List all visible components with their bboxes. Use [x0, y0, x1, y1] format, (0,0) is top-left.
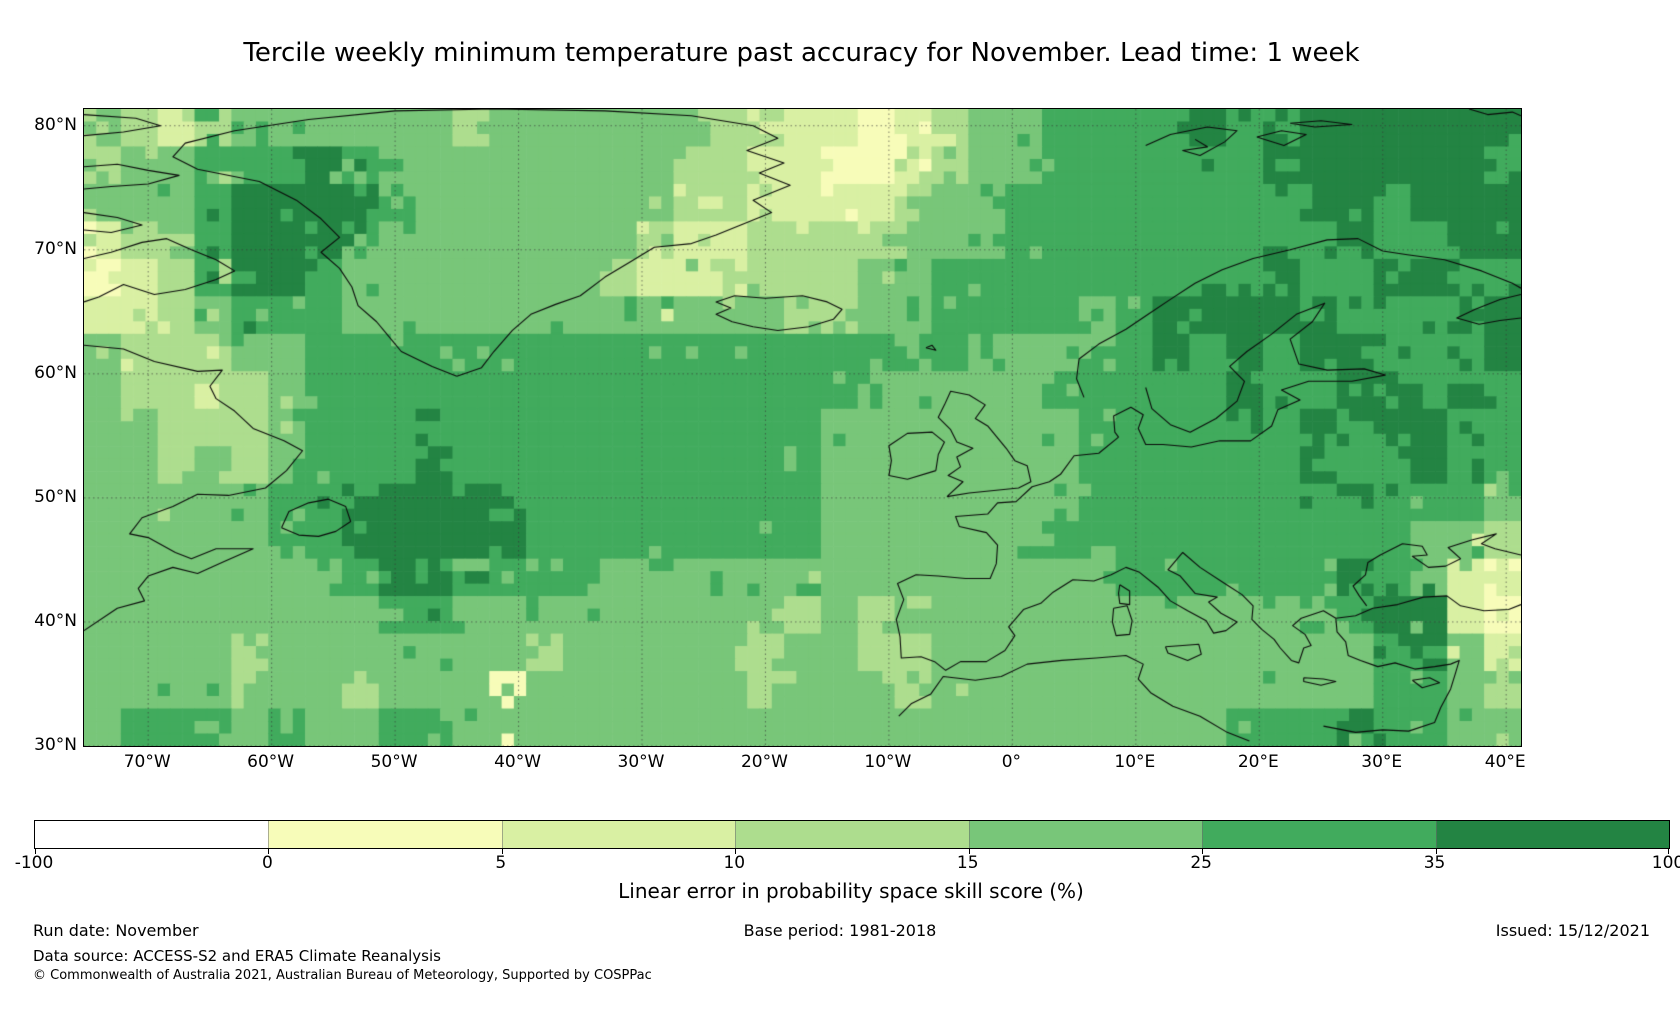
- colorbar-segment: [1435, 821, 1669, 848]
- lat-tick-label: 50°N: [34, 486, 77, 507]
- issued-text: Issued: 15/12/2021: [1495, 921, 1650, 940]
- colorbar-segment-divider: [268, 821, 270, 848]
- map-canvas: [84, 109, 1521, 746]
- colorbar-tick-mark: [35, 849, 36, 854]
- copyright-text: © Commonwealth of Australia 2021, Austra…: [33, 968, 652, 983]
- colorbar-segment: [1202, 821, 1436, 848]
- lon-tick-label: 30°W: [617, 752, 665, 772]
- colorbar-tick-label: 0: [262, 853, 273, 873]
- lon-tick-label: 50°W: [370, 752, 418, 772]
- colorbar-tick-mark: [1668, 849, 1669, 854]
- colorbar-tick-label: 5: [495, 853, 507, 873]
- colorbar-label: Linear error in probability space skill …: [618, 879, 1084, 903]
- page-title: Tercile weekly minimum temperature past …: [243, 38, 1360, 68]
- lon-tick-label: 60°W: [247, 752, 295, 772]
- lat-tick-label: 30°N: [34, 735, 77, 755]
- colorbar-tick-mark: [1202, 849, 1204, 854]
- lon-tick-label: 40°W: [494, 752, 542, 772]
- colorbar-segment-divider: [1435, 821, 1437, 848]
- lat-tick-label: 80°N: [34, 114, 77, 135]
- colorbar-segment-divider: [1202, 821, 1204, 848]
- colorbar-segment: [735, 821, 969, 848]
- colorbar-tick-mark: [268, 849, 270, 854]
- data-source-text: Data source: ACCESS-S2 and ERA5 Climate …: [33, 947, 441, 965]
- colorbar: [34, 820, 1670, 854]
- lat-tick-label: 60°N: [34, 362, 77, 383]
- lat-tick-label: 40°N: [34, 610, 77, 631]
- colorbar-tick-label: 35: [1423, 853, 1446, 873]
- lon-tick-label: 30°E: [1361, 752, 1403, 772]
- colorbar-tick-label: 15: [956, 853, 979, 873]
- colorbar-segment: [501, 821, 736, 848]
- lon-tick-label: 20°W: [740, 752, 788, 772]
- colorbar-tick-label: 100: [1651, 853, 1680, 873]
- lon-tick-label: 20°E: [1237, 752, 1279, 772]
- colorbar-segment: [35, 821, 269, 848]
- lat-tick-label: 70°N: [34, 238, 77, 259]
- colorbar-segment-divider: [735, 821, 737, 848]
- colorbar-tick-label: 10: [723, 853, 746, 873]
- base-period-text: Base period: 1981-2018: [743, 921, 937, 940]
- run-date-text: Run date: November: [33, 921, 199, 940]
- colorbar-tick-mark: [1435, 849, 1437, 854]
- colorbar-tick-label: -100: [14, 853, 54, 873]
- colorbar-segment-divider: [501, 821, 503, 848]
- lon-tick-label: 40°E: [1484, 752, 1526, 772]
- colorbar-segment-divider: [968, 821, 970, 848]
- colorbar-tick-mark: [968, 849, 970, 854]
- colorbar-tick-mark: [501, 849, 503, 854]
- colorbar-tick-mark: [735, 849, 737, 854]
- lon-tick-label: 0°: [1001, 752, 1022, 772]
- lon-tick-label: 10°E: [1114, 752, 1156, 772]
- lon-tick-label: 10°W: [864, 752, 912, 772]
- lon-tick-label: 70°W: [123, 752, 171, 772]
- map-area: [83, 108, 1522, 747]
- colorbar-tick-label: 25: [1190, 853, 1212, 873]
- colorbar-segment: [268, 821, 502, 848]
- colorbar-segment: [968, 821, 1203, 848]
